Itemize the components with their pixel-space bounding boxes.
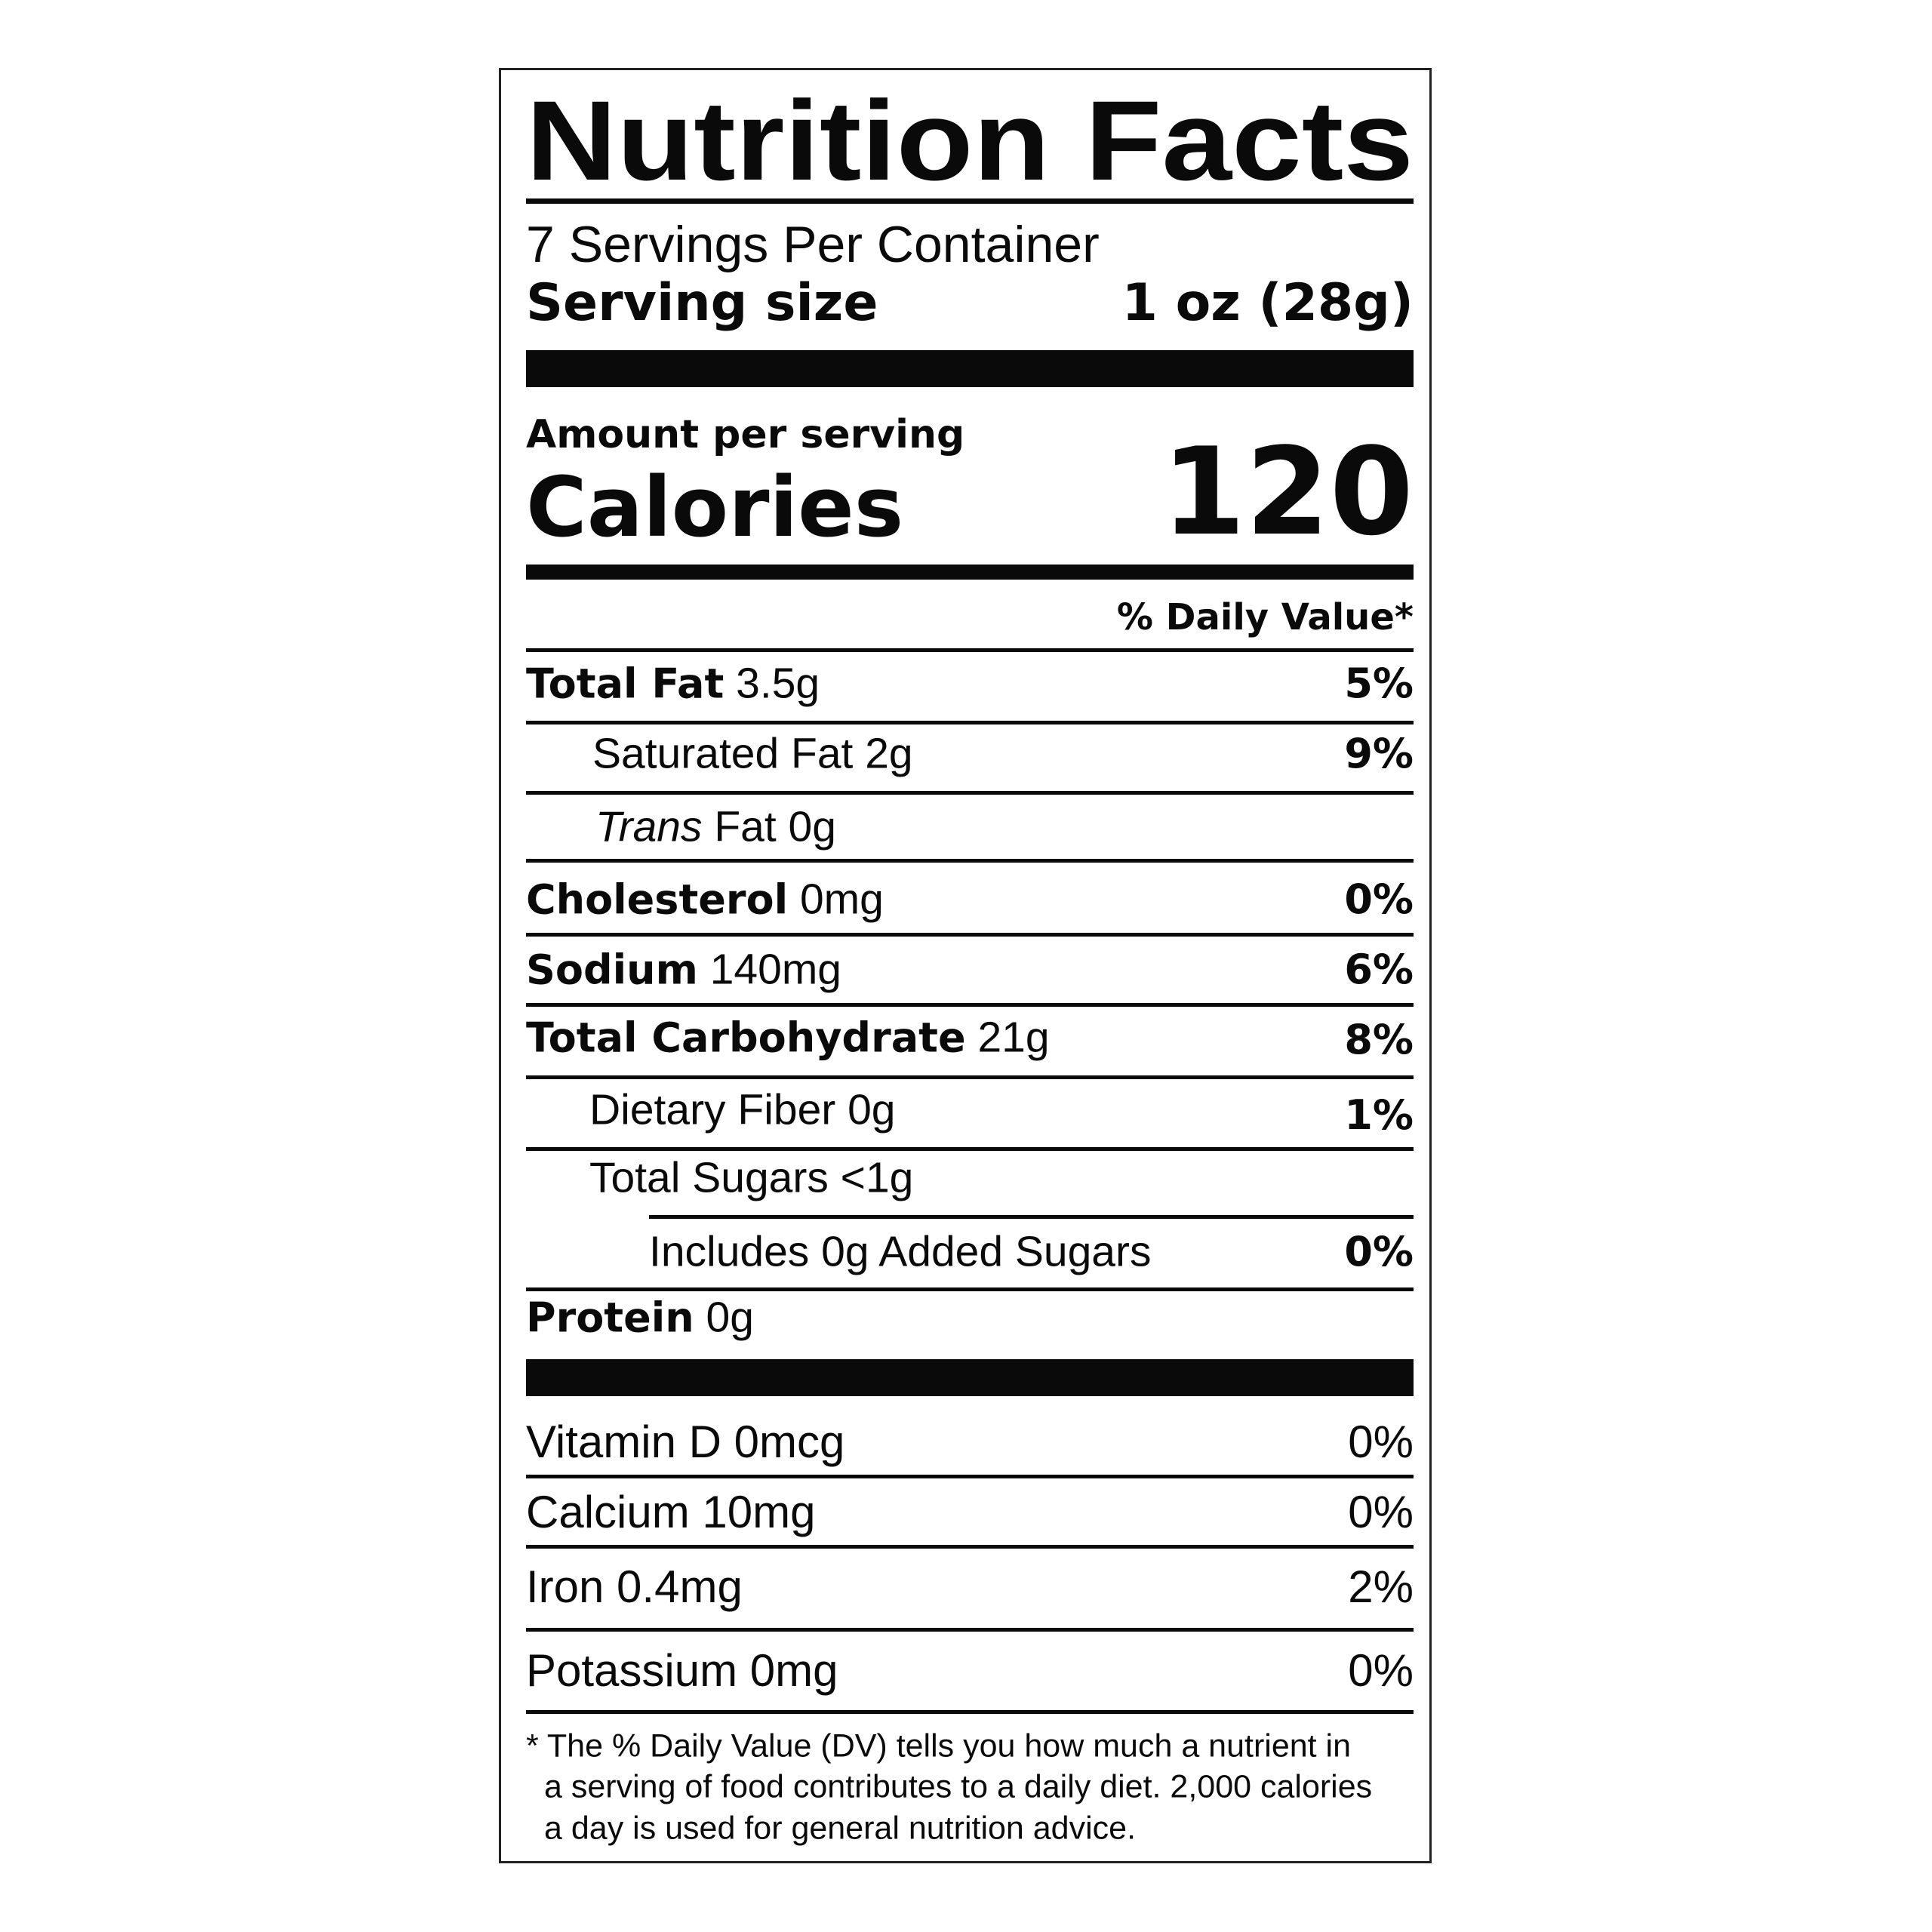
- nutrient-label: Total Carbohydrate: [526, 1014, 966, 1062]
- nutrient-sodium: Sodium 140mg: [526, 945, 842, 994]
- servings-per-container: 7 Servings Per Container: [526, 216, 1100, 273]
- dv-potassium: 0%: [1348, 1645, 1414, 1696]
- divider: [526, 859, 1414, 863]
- iron: Iron 0.4mg: [526, 1561, 743, 1612]
- calcium: Calcium 10mg: [526, 1487, 816, 1537]
- nutrient-protein: Protein 0g: [526, 1293, 754, 1342]
- nutrient-label: Protein: [526, 1294, 694, 1342]
- divider: [526, 1147, 1414, 1151]
- nutrient-label: Total Fat: [526, 660, 724, 708]
- footnote-line: a serving of food contributes to a daily…: [544, 1768, 1373, 1805]
- nutrient-label: Cholesterol: [526, 875, 789, 924]
- potassium: Potassium 0mg: [526, 1645, 838, 1696]
- calories-label: Calories: [526, 459, 904, 555]
- dv-iron: 2%: [1348, 1561, 1414, 1612]
- nutrient-cholesterol: Cholesterol 0mg: [526, 878, 884, 921]
- nutrient-amount: 3.5g: [736, 659, 820, 708]
- nutrient-amount: 21g: [977, 1013, 1050, 1062]
- divider: [526, 198, 1414, 204]
- nutrient-label: Sodium: [526, 946, 698, 994]
- divider: [526, 721, 1414, 724]
- amount-per-serving: Amount per serving: [526, 412, 965, 457]
- divider: [526, 933, 1414, 937]
- vitamin-d: Vitamin D 0mcg: [526, 1417, 845, 1467]
- divider: [526, 1075, 1414, 1079]
- medium-divider: [526, 565, 1414, 580]
- nutrient-added-sugars: Includes 0g Added Sugars: [649, 1227, 1152, 1276]
- nutrient-dietary-fiber: Dietary Fiber 0g: [589, 1085, 896, 1134]
- nutrient-total-fat: Total Fat 3.5g: [526, 659, 820, 708]
- daily-value-header: % Daily Value*: [1116, 596, 1414, 638]
- dv-vitamin-d: 0%: [1348, 1417, 1414, 1467]
- footnote-line: a day is used for general nutrition advi…: [544, 1810, 1137, 1847]
- dv-calcium: 0%: [1348, 1487, 1414, 1537]
- nutrient-total-carbohydrate: Total Carbohydrate 21g: [526, 1013, 1050, 1062]
- calories-value: 120: [1161, 421, 1414, 562]
- label-title: Nutrition Facts: [526, 77, 1414, 204]
- divider: [526, 791, 1414, 795]
- dv-total-carbohydrate: 8%: [1344, 1016, 1414, 1063]
- trans-label: Trans: [595, 802, 703, 851]
- nutrient-trans-fat: Trans Fat 0g: [595, 802, 836, 851]
- serving-size-label: Serving size: [526, 273, 878, 333]
- nutrition-facts-label: [499, 68, 1432, 1863]
- footnote-line: * The % Daily Value (DV) tells you how m…: [526, 1727, 1352, 1764]
- nutrient-saturated-fat: Saturated Fat 2g: [592, 729, 913, 778]
- dv-total-fat: 5%: [1344, 660, 1414, 707]
- divider: [526, 1545, 1414, 1549]
- dv-sodium: 6%: [1344, 946, 1414, 993]
- nutrient-amount: 0g: [706, 1293, 754, 1342]
- dv-saturated-fat: 9%: [1344, 730, 1414, 777]
- serving-size-value: 1 oz (28g): [1121, 273, 1414, 333]
- divider: [526, 1003, 1414, 1007]
- nutrient-amount: 140mg: [709, 945, 842, 994]
- divider: [649, 1215, 1414, 1219]
- divider: [526, 1628, 1414, 1632]
- divider: [526, 1287, 1414, 1291]
- thick-divider: [526, 1359, 1414, 1396]
- nutrient-amount: 0mg: [799, 875, 884, 924]
- dv-cholesterol: 0%: [1344, 875, 1414, 923]
- dv-dietary-fiber: 1%: [1344, 1091, 1414, 1139]
- dv-added-sugars: 0%: [1344, 1228, 1414, 1275]
- divider: [526, 1475, 1414, 1478]
- nutrient-total-sugars: Total Sugars <1g: [589, 1153, 914, 1202]
- nutrient-label: Fat 0g: [702, 802, 836, 851]
- divider: [526, 1710, 1414, 1714]
- thick-divider: [526, 350, 1414, 387]
- divider: [526, 648, 1414, 652]
